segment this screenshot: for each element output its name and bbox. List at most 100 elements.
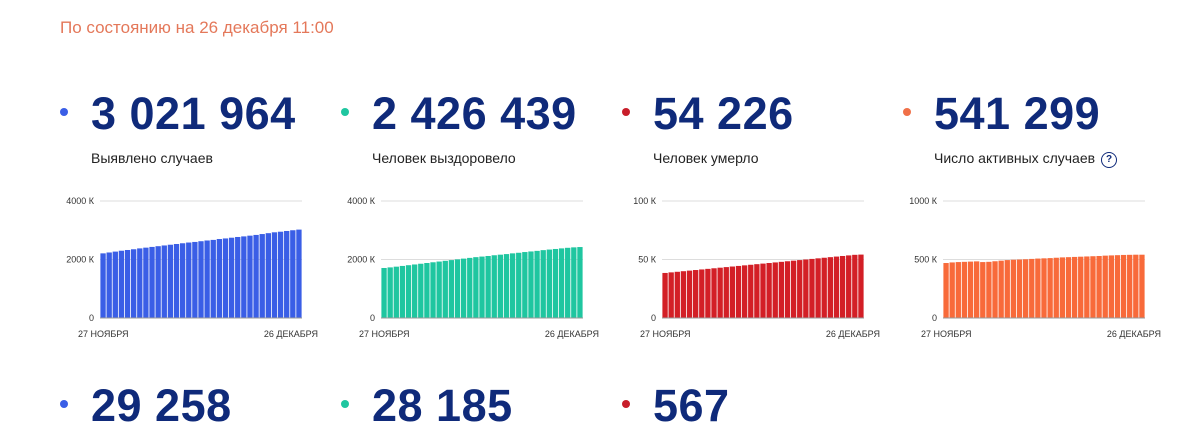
chart-bar — [509, 253, 516, 318]
chart-bar — [558, 248, 565, 318]
chart-bar — [772, 262, 778, 318]
chart-bar — [161, 245, 167, 318]
x-start-label: 27 НОЯБРЯ — [359, 329, 410, 339]
card-deaths: 54 226 Человек умерло 0 50 К 100 К 27 НОЯБР… — [622, 88, 892, 339]
chart-bar — [827, 257, 833, 318]
detected-label: Выявлено случаев — [91, 150, 213, 166]
deaths-chart: 0 50 К 100 К 27 НОЯБРЯ 26 ДЕКАБРЯ — [633, 196, 880, 339]
y-tick-label: 4000 К — [347, 196, 376, 206]
chart-bar — [137, 248, 143, 318]
y-tick-label: 4000 К — [66, 196, 95, 206]
chart-bar — [259, 234, 265, 318]
chart-bar — [179, 243, 186, 318]
chart-bar — [485, 255, 491, 318]
chart-bar — [430, 262, 436, 318]
chart-bar — [173, 243, 180, 318]
x-start-label: 27 НОЯБРЯ — [921, 329, 972, 339]
chart-bar — [1059, 257, 1066, 318]
chart-bar — [210, 239, 216, 318]
chart-bar — [686, 270, 693, 318]
y-tick-label: 0 — [932, 313, 937, 323]
chart-bar — [1139, 254, 1145, 318]
chart-bar — [381, 267, 387, 318]
chart-bar — [1022, 259, 1029, 318]
chart-bar — [277, 231, 284, 318]
chart-bar — [1096, 255, 1102, 318]
chart-bar — [467, 257, 473, 318]
chart-bar — [296, 229, 302, 318]
chart-bar — [155, 246, 161, 318]
chart-bar — [1004, 260, 1010, 318]
y-tick-label: 50 К — [638, 255, 657, 265]
chart-bar — [1108, 255, 1114, 318]
chart-bar — [479, 256, 485, 318]
chart-bar — [723, 267, 729, 318]
chart-bar — [809, 258, 815, 318]
chart-bar — [943, 263, 949, 318]
chart-bar — [986, 261, 992, 318]
new-recovered-count: 28 185 — [372, 380, 513, 431]
chart-bar — [680, 271, 687, 318]
chart-bar — [540, 250, 546, 318]
chart-bar — [216, 239, 223, 318]
chart-bar — [143, 247, 149, 318]
chart-bar — [1047, 258, 1053, 318]
chart-bar — [454, 259, 461, 318]
chart-bar — [705, 268, 711, 318]
dot-marker — [60, 108, 68, 116]
x-start-label: 27 НОЯБРЯ — [640, 329, 691, 339]
chart-bar — [662, 272, 668, 318]
active-chart: 0 500 К 1000 К 27 НОЯБРЯ 26 ДЕКАБРЯ — [909, 196, 1161, 339]
chart-bar — [1102, 255, 1108, 318]
chart-bar — [815, 258, 821, 318]
chart-bar — [852, 254, 858, 318]
y-tick-label: 500 К — [914, 255, 938, 265]
new-deaths-count: 567 — [653, 380, 730, 431]
chart-bar — [424, 263, 430, 318]
chart-bar — [546, 249, 552, 318]
chart-bar — [949, 262, 955, 318]
new-detected-count: 29 258 — [91, 380, 232, 431]
chart-bar — [534, 250, 540, 318]
chart-bar — [522, 252, 528, 318]
chart-bar — [992, 261, 998, 318]
chart-bar — [766, 263, 772, 318]
chart-bar — [204, 240, 210, 318]
chart-bar — [112, 251, 118, 318]
chart-bar — [442, 260, 448, 318]
help-icon[interactable]: ? — [1101, 152, 1118, 168]
y-tick-label: 2000 К — [66, 255, 95, 265]
chart-bar — [192, 241, 198, 318]
recovered-label: Человек выздоровело — [372, 150, 516, 166]
chart-bar — [497, 254, 504, 318]
chart-bar — [858, 254, 864, 318]
chart-bar — [418, 263, 424, 318]
dot-marker — [622, 400, 630, 408]
y-tick-label: 2000 К — [347, 255, 376, 265]
dot-marker — [60, 400, 68, 408]
recovered-chart: 0 2000 К 4000 К 27 НОЯБРЯ 26 ДЕКАБРЯ — [347, 196, 599, 339]
chart-bar — [265, 233, 271, 318]
chart-bar — [167, 244, 174, 318]
chart-bar — [846, 255, 852, 318]
chart-bar — [473, 257, 479, 318]
chart-bar — [528, 251, 534, 318]
chart-bar — [387, 267, 393, 318]
x-end-label: 26 ДЕКАБРЯ — [264, 329, 318, 339]
chart-bar — [290, 230, 296, 318]
chart-bar — [760, 263, 766, 318]
detected-chart: 0 2000 К 4000 К 27 НОЯБРЯ 26 ДЕКАБРЯ — [66, 196, 318, 339]
chart-bar — [131, 249, 137, 318]
chart-bar — [149, 246, 155, 318]
chart-bar — [717, 267, 723, 318]
chart-bar — [552, 248, 559, 318]
chart-bar — [241, 236, 247, 318]
chart-bar — [797, 260, 803, 318]
y-tick-label: 0 — [89, 313, 94, 323]
chart-bar — [448, 260, 455, 318]
chart-bar — [577, 247, 583, 318]
chart-bar — [1133, 254, 1139, 318]
chart-bar — [1065, 257, 1072, 318]
status-timestamp: По состоянию на 26 декабря 11:00 — [60, 18, 334, 37]
chart-bar — [955, 262, 961, 318]
